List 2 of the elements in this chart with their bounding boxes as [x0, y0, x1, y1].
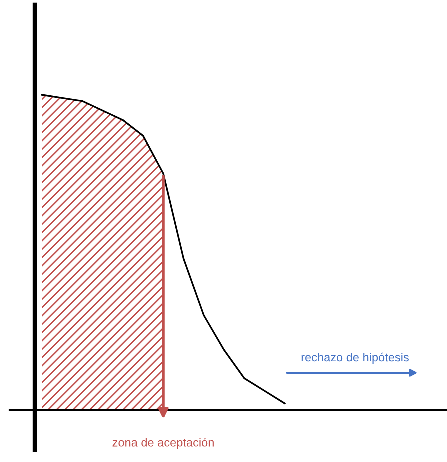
text: rechazo de hipótesis [302, 352, 409, 364]
text: zona de aceptación [112, 438, 214, 450]
